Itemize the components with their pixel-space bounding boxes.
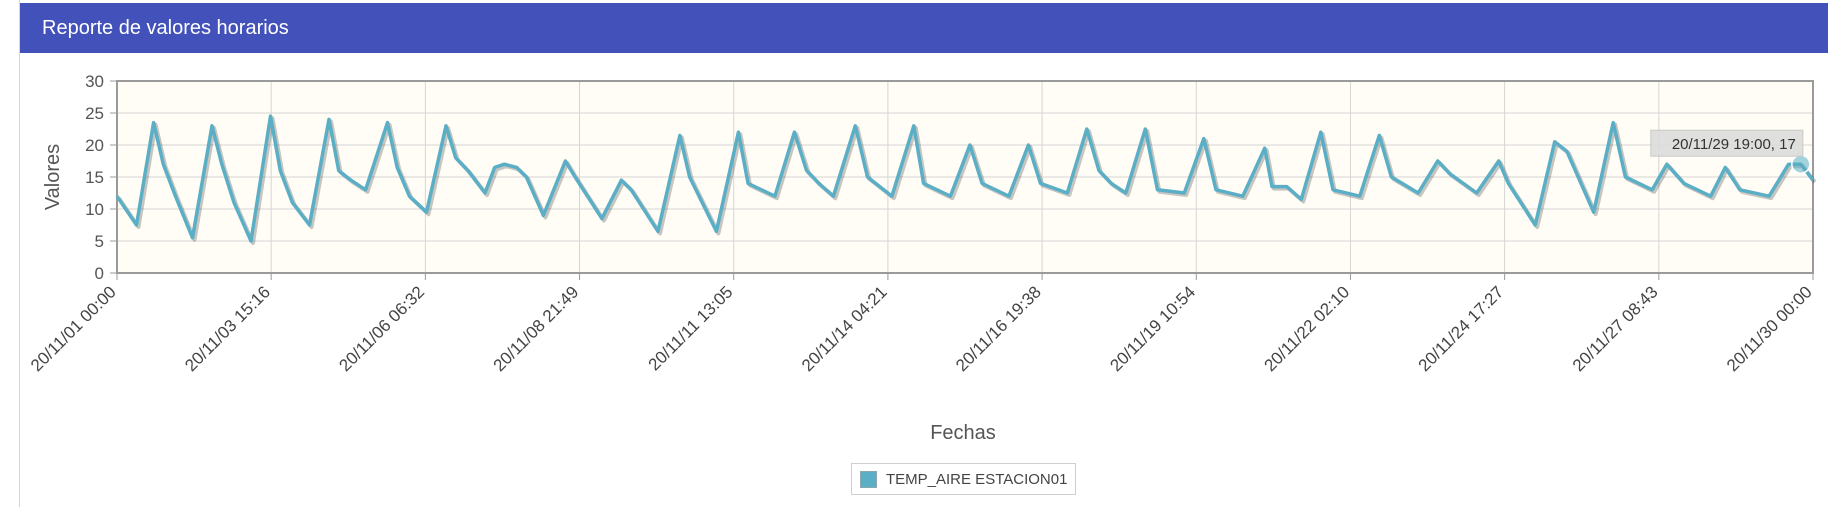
y-tick-label: 15 [85,168,104,187]
x-tick-label: 20/11/03 15:16 [181,282,274,375]
highlighted-point [1791,154,1811,174]
legend-label: TEMP_AIRE ESTACION01 [886,470,1068,488]
tooltip: 20/11/29 19:00, 17 [1650,129,1804,157]
panel-title: Reporte de valores horarios [42,17,289,39]
x-tick-label: 20/11/27 08:43 [1569,282,1662,375]
plot-border [116,80,1814,274]
x-tick-labels: 20/11/01 00:00 20/11/03 15:16 20/11/06 06:… [27,282,1816,375]
x-tick-label: 20/11/14 04:21 [798,282,891,375]
legend-swatch [860,470,877,488]
x-tick-label: 20/11/06 06:32 [335,282,428,375]
x-tick-label: 20/11/16 19:38 [952,282,1045,375]
y-tick-labels: 0 5 10 15 20 25 30 [85,72,104,283]
x-tick-label: 20/11/08 21:49 [490,282,583,375]
tooltip-box [1650,129,1804,157]
x-tick-label: 20/11/30 00:00 [1723,282,1816,375]
legend[interactable]: TEMP_AIRE ESTACION01 [851,463,1077,495]
x-tick-label: 20/11/19 10:54 [1106,282,1199,375]
y-tick-label: 10 [85,200,104,219]
panel-left-border [19,0,20,507]
y-tick-label: 5 [95,232,104,251]
y-tick-label: 0 [95,264,104,283]
x-tick-label: 20/11/22 02:10 [1261,282,1354,375]
panel-header: Reporte de valores horarios [20,3,1828,53]
tooltip-text: 20/11/29 19:00, 17 [1672,136,1796,153]
x-tick-label: 20/11/11 13:05 [645,282,737,374]
axes [110,80,1814,280]
x-tick-label: 20/11/24 17:27 [1415,282,1508,375]
x-tick-label: 20/11/01 00:00 [27,282,120,375]
series-line [115,114,1815,243]
y-tick-label: 25 [85,104,104,123]
series-group [115,114,1817,245]
y-tick-label: 30 [85,72,104,91]
x-axis-label: Fechas [930,422,996,444]
y-tick-label: 20 [85,136,104,155]
y-axis-label: Valores [42,144,64,210]
